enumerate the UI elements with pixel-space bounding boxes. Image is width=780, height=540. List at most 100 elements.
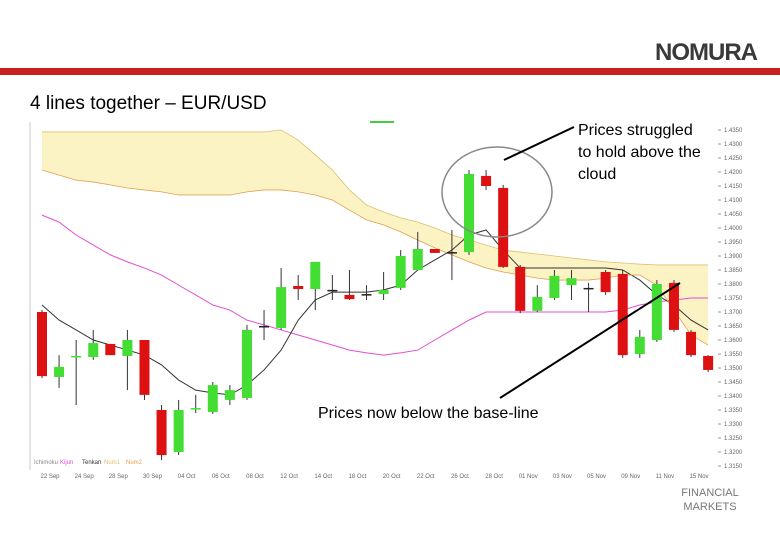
x-tick-label: 05 Nov — [587, 474, 606, 480]
candle-body — [122, 340, 133, 356]
x-tick-label: 26 Oct — [451, 474, 469, 480]
y-tick-label: 1.3700 — [724, 310, 743, 316]
cloud-edge — [42, 129, 709, 266]
y-tick-label: 1.3300 — [724, 422, 743, 428]
cloud-edge — [41, 169, 709, 346]
x-tick-label: 03 Nov — [553, 474, 572, 480]
x-tick-label: 30 Sep — [143, 474, 163, 480]
x-tick-label: 06 Oct — [212, 474, 230, 480]
candle-body — [71, 355, 82, 358]
y-tick-label: 1.4250 — [724, 156, 743, 162]
candle-body — [378, 289, 389, 295]
candle-body — [703, 355, 714, 370]
candle-body — [173, 410, 184, 452]
candle-body — [600, 271, 611, 293]
legend-title: Ichimoku — [34, 460, 58, 466]
x-tick-label: 04 Oct — [178, 474, 196, 480]
footer-text: FINANCIAL MARKETS — [681, 487, 739, 513]
x-tick-label: 09 Nov — [621, 474, 640, 480]
candle-body — [446, 252, 457, 254]
candle-body — [190, 408, 201, 410]
candle-body — [583, 287, 594, 290]
candle-body — [634, 336, 645, 354]
candle-body — [429, 249, 440, 253]
candle-body — [259, 326, 270, 328]
legend-entry: Kijun — [60, 460, 73, 466]
candle-body — [668, 282, 679, 330]
y-tick-label: 1.3900 — [724, 254, 743, 260]
candle-body — [549, 275, 560, 298]
legend-entry: Num2 — [126, 460, 143, 466]
candle-body — [54, 366, 65, 377]
y-tick-label: 1.3400 — [724, 394, 743, 400]
x-tick-label: 12 Oct — [280, 474, 298, 480]
candle-body — [566, 278, 577, 286]
candle-body — [532, 296, 543, 311]
x-tick-label: 22 Oct — [417, 474, 435, 480]
indicator-line — [41, 214, 709, 356]
y-tick-label: 1.3850 — [724, 268, 743, 274]
y-tick-label: 1.3600 — [724, 338, 743, 344]
y-tick-label: 1.4050 — [724, 212, 743, 218]
y-tick-label: 1.4300 — [724, 142, 743, 148]
candle-body — [207, 385, 218, 412]
x-tick-label: 18 Oct — [349, 474, 367, 480]
x-tick-label: 22 Sep — [40, 474, 60, 480]
y-tick-label: 1.4200 — [724, 170, 743, 176]
y-tick-label: 1.4000 — [724, 226, 743, 232]
candle-body — [464, 173, 474, 253]
candle-body — [88, 343, 99, 358]
y-tick-label: 1.3250 — [724, 436, 743, 442]
x-tick-label: 28 Sep — [109, 474, 129, 480]
annotation: Prices now below the base-line — [318, 405, 539, 422]
candle-body — [139, 340, 150, 395]
candle-body — [412, 249, 423, 270]
candle-body — [651, 284, 662, 340]
candle-body — [361, 294, 372, 296]
legend-entry: Tenkan — [82, 460, 101, 466]
candle-body — [276, 287, 287, 328]
candle-body — [327, 289, 338, 292]
candle-body — [617, 273, 628, 356]
y-tick-label: 1.3650 — [724, 324, 743, 330]
cloud — [42, 130, 709, 346]
x-tick-label: 28 Oct — [485, 474, 503, 480]
y-tick-label: 1.3150 — [724, 464, 743, 470]
candle-body — [686, 331, 697, 356]
highlight-ellipse — [441, 146, 553, 238]
y-tick-label: 1.3800 — [724, 282, 743, 288]
candle-body — [224, 390, 235, 400]
y-tick-label: 1.3350 — [724, 408, 743, 414]
y-tick-label: 1.3750 — [724, 296, 743, 302]
x-tick-label: 08 Oct — [246, 474, 264, 480]
arrow — [499, 282, 681, 399]
indicator-line — [41, 229, 709, 396]
candle-body — [395, 256, 406, 288]
y-tick-label: 1.4350 — [724, 128, 743, 134]
candle-body — [105, 343, 116, 356]
slide-title: 4 lines together – EUR/USD — [30, 93, 267, 114]
candle-body — [241, 329, 252, 398]
x-tick-label: 01 Nov — [519, 474, 538, 480]
x-tick-label: 14 Oct — [314, 474, 332, 480]
candle-body — [481, 175, 492, 186]
y-tick-label: 1.3550 — [724, 352, 743, 358]
x-tick-label: 20 Oct — [383, 474, 401, 480]
y-tick-label: 1.3950 — [724, 240, 743, 246]
arrow — [503, 126, 575, 161]
candle-body — [515, 266, 526, 311]
y-tick-label: 1.4100 — [724, 198, 743, 204]
candle-body — [293, 285, 304, 290]
x-tick-label: 24 Sep — [75, 474, 95, 480]
legend-entry: Num1 — [104, 460, 121, 466]
header-band — [0, 68, 780, 75]
candle-body — [37, 312, 47, 377]
annotation: Prices struggled to hold above the cloud — [578, 122, 701, 183]
candle-body — [498, 187, 509, 267]
candle-body — [310, 261, 321, 290]
y-tick-label: 1.3500 — [724, 366, 743, 372]
candle-body — [344, 294, 355, 300]
x-tick-label: 11 Nov — [656, 474, 675, 480]
